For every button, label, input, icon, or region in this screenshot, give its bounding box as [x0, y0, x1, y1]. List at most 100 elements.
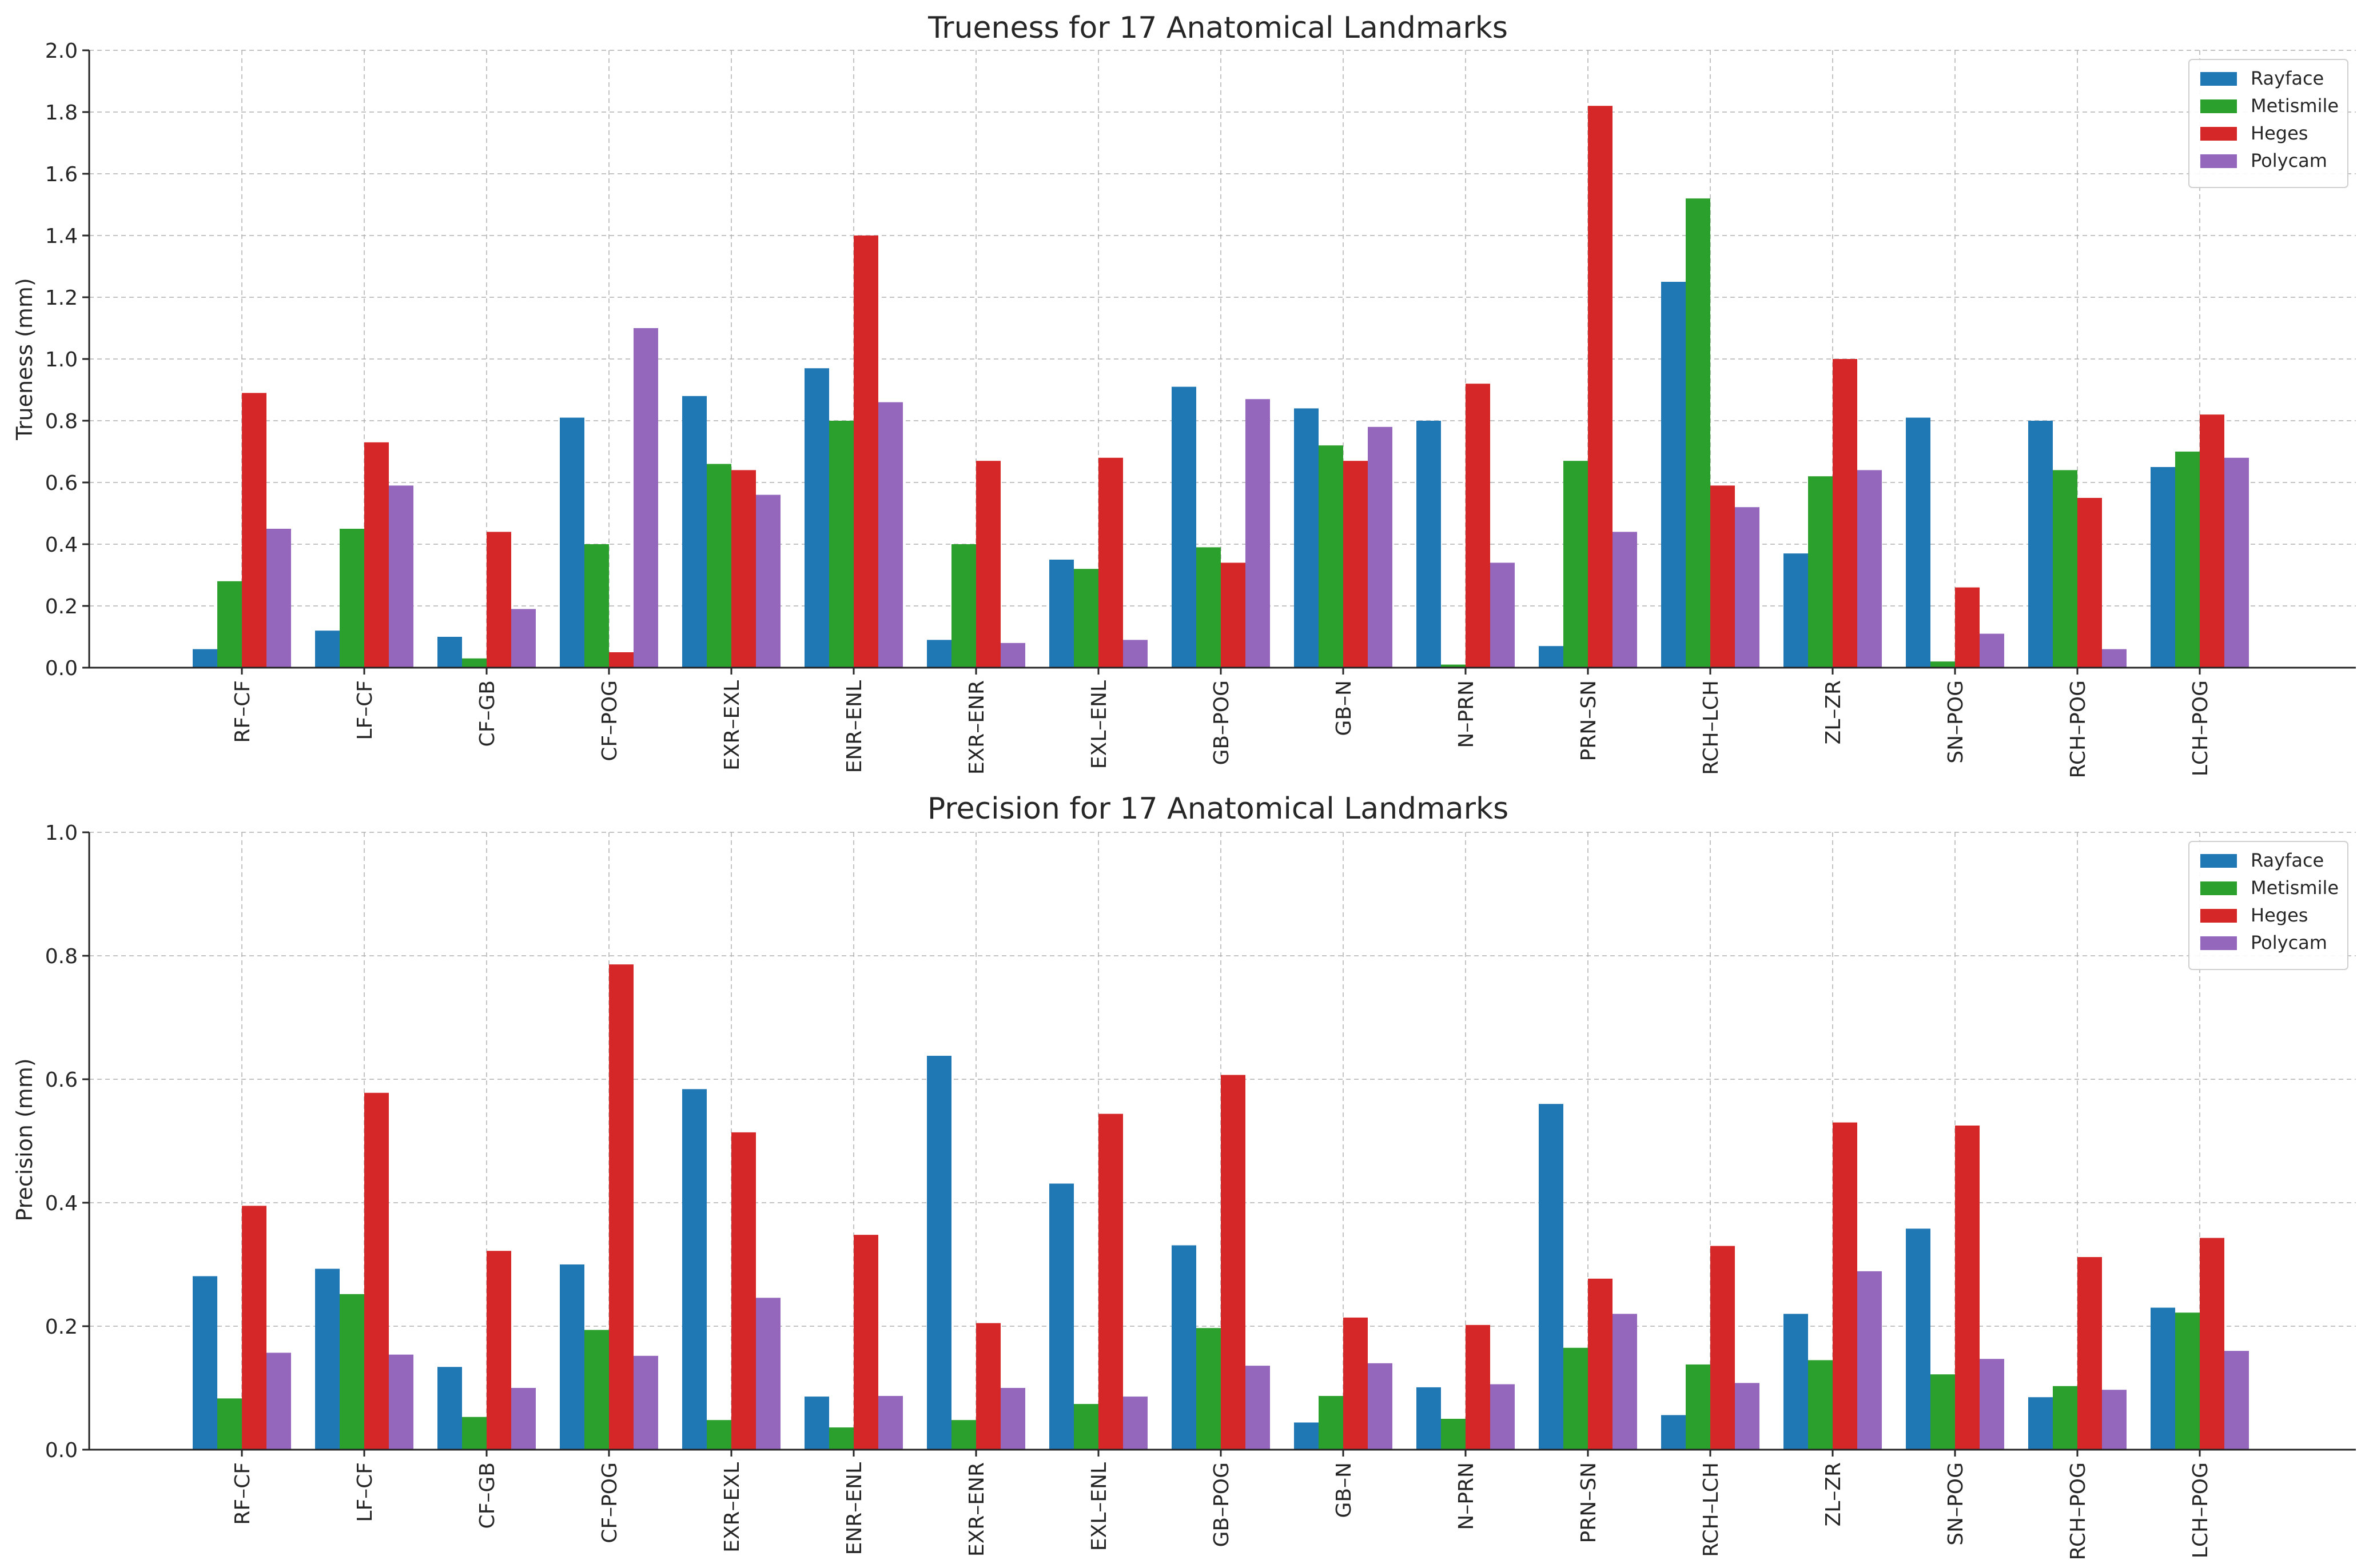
trueness-y-tick-label: 1.4	[45, 225, 78, 248]
trueness-bar-polycam-16	[2224, 457, 2249, 668]
trueness-bar-heges-3	[609, 652, 634, 668]
trueness-x-tick-label: ZL–ZR	[1822, 680, 1845, 744]
trueness-x-tick-label: ENR–ENL	[843, 680, 866, 773]
trueness-bar-metismile-9	[1319, 445, 1343, 668]
trueness-bar-metismile-5	[829, 421, 854, 668]
precision-bar-polycam-2	[511, 1388, 536, 1450]
trueness-bar-rayface-4	[682, 396, 707, 668]
precision-bar-metismile-10	[1441, 1419, 1466, 1450]
precision-x-tick-label: CF–POG	[598, 1462, 622, 1543]
precision-legend-label-rayface: Rayface	[2251, 849, 2324, 871]
trueness-bar-rayface-10	[1416, 421, 1441, 668]
precision-bar-rayface-5	[805, 1397, 829, 1450]
precision-bar-heges-13	[1833, 1122, 1857, 1450]
precision-x-tick-label: ZL–ZR	[1822, 1462, 1845, 1526]
trueness-bar-metismile-3	[584, 544, 609, 668]
precision-bar-heges-7	[1098, 1114, 1123, 1450]
trueness-bar-heges-15	[2077, 498, 2102, 668]
precision-legend-label-polycam: Polycam	[2251, 932, 2327, 953]
precision-x-tick-label: RCH–POG	[2067, 1462, 2090, 1560]
trueness-bar-metismile-16	[2175, 452, 2200, 668]
precision-x-tick-label: RF–CF	[231, 1462, 254, 1525]
trueness-bar-rayface-12	[1661, 282, 1686, 668]
precision-bar-rayface-6	[927, 1055, 951, 1450]
precision-bar-polycam-10	[1490, 1384, 1515, 1450]
precision-bar-metismile-11	[1563, 1347, 1588, 1450]
precision-y-tick-label: 0.0	[45, 1439, 78, 1462]
precision-x-tick-label: LCH–POG	[2189, 1462, 2212, 1558]
trueness-bar-polycam-14	[1980, 633, 2004, 668]
precision-bar-heges-12	[1710, 1246, 1735, 1450]
trueness-legend-label-rayface: Rayface	[2251, 67, 2324, 89]
precision-bar-polycam-11	[1612, 1314, 1637, 1450]
precision-bar-rayface-15	[2028, 1397, 2053, 1450]
trueness-x-tick-label: CF–POG	[598, 680, 622, 761]
trueness-legend-label-heges: Heges	[2251, 122, 2308, 144]
precision-y-tick-label: 0.2	[45, 1315, 78, 1339]
precision-legend-label-heges: Heges	[2251, 904, 2308, 926]
trueness-x-tick-label: RF–CF	[231, 680, 254, 743]
trueness-legend-swatch-metismile	[2200, 99, 2237, 113]
trueness-bar-rayface-14	[1906, 417, 1930, 668]
trueness-legend-swatch-polycam	[2200, 154, 2237, 168]
trueness-bar-rayface-5	[805, 368, 829, 668]
precision-chart: Precision for 17 Anatomical Landmarks Pr…	[12, 792, 2356, 1560]
precision-legend-swatch-heges	[2200, 909, 2237, 923]
trueness-x-tick-label: RCH–LCH	[1699, 680, 1723, 775]
trueness-bar-metismile-2	[462, 658, 487, 668]
precision-x-tick-label: CF–GB	[476, 1462, 499, 1529]
precision-bar-metismile-16	[2175, 1312, 2200, 1450]
trueness-bar-heges-2	[487, 532, 511, 668]
precision-bar-polycam-1	[389, 1354, 413, 1450]
trueness-bar-heges-9	[1343, 461, 1368, 668]
trueness-bar-rayface-0	[193, 649, 217, 668]
precision-legend-label-metismile: Metismile	[2251, 877, 2339, 899]
precision-bar-rayface-3	[560, 1264, 584, 1450]
trueness-bar-rayface-13	[1783, 553, 1808, 668]
trueness-bar-metismile-12	[1686, 198, 1710, 668]
trueness-x-tick-label: GB–POG	[1210, 680, 1233, 765]
trueness-bar-rayface-15	[2028, 421, 2053, 668]
trueness-bar-heges-7	[1098, 457, 1123, 668]
precision-x-tick-label: GB–POG	[1210, 1462, 1233, 1547]
trueness-bar-polycam-10	[1490, 562, 1515, 668]
trueness-x-tick-label: EXL–ENL	[1088, 680, 1111, 769]
trueness-bar-heges-14	[1955, 587, 1980, 668]
trueness-x-tick-label: N–PRN	[1455, 680, 1478, 748]
trueness-y-tick-label: 2.0	[45, 39, 78, 63]
precision-bar-rayface-7	[1049, 1183, 1074, 1450]
trueness-y-tick-label: 0.0	[45, 657, 78, 680]
precision-bar-rayface-2	[437, 1367, 462, 1450]
trueness-x-tick-label: PRN–SN	[1577, 680, 1600, 761]
precision-chart-title: Precision for 17 Anatomical Landmarks	[927, 792, 1508, 826]
trueness-bar-heges-11	[1588, 106, 1612, 668]
trueness-y-tick-label: 0.4	[45, 533, 78, 557]
precision-bar-heges-0	[242, 1206, 266, 1450]
precision-bar-metismile-15	[2053, 1386, 2077, 1450]
precision-bar-rayface-9	[1294, 1422, 1319, 1450]
precision-bar-heges-6	[976, 1323, 1001, 1450]
precision-legend-swatch-metismile	[2200, 881, 2237, 895]
precision-bar-heges-2	[487, 1251, 511, 1450]
trueness-legend-swatch-heges	[2200, 127, 2237, 141]
trueness-bar-metismile-1	[340, 529, 364, 668]
trueness-legend-label-metismile: Metismile	[2251, 95, 2339, 117]
trueness-chart: Trueness for 17 Anatomical Landmarks Tru…	[12, 11, 2356, 778]
precision-bar-rayface-11	[1539, 1104, 1563, 1450]
trueness-bar-heges-16	[2200, 414, 2224, 668]
trueness-bar-polycam-15	[2102, 649, 2127, 668]
precision-bar-polycam-0	[266, 1352, 291, 1450]
precision-bar-metismile-14	[1930, 1374, 1955, 1450]
trueness-bar-heges-4	[731, 470, 756, 668]
trueness-bar-heges-12	[1710, 485, 1735, 668]
trueness-bar-rayface-7	[1049, 560, 1074, 668]
trueness-bar-rayface-8	[1172, 386, 1196, 668]
precision-bar-heges-3	[609, 964, 634, 1450]
precision-bar-metismile-9	[1319, 1396, 1343, 1450]
trueness-legend-swatch-rayface	[2200, 72, 2237, 86]
precision-bar-polycam-5	[878, 1396, 903, 1450]
trueness-bar-polycam-8	[1245, 399, 1270, 668]
trueness-bar-polycam-7	[1123, 640, 1148, 668]
precision-x-tick-label: PRN–SN	[1577, 1462, 1600, 1543]
trueness-x-tick-label: LF–CF	[353, 680, 377, 740]
